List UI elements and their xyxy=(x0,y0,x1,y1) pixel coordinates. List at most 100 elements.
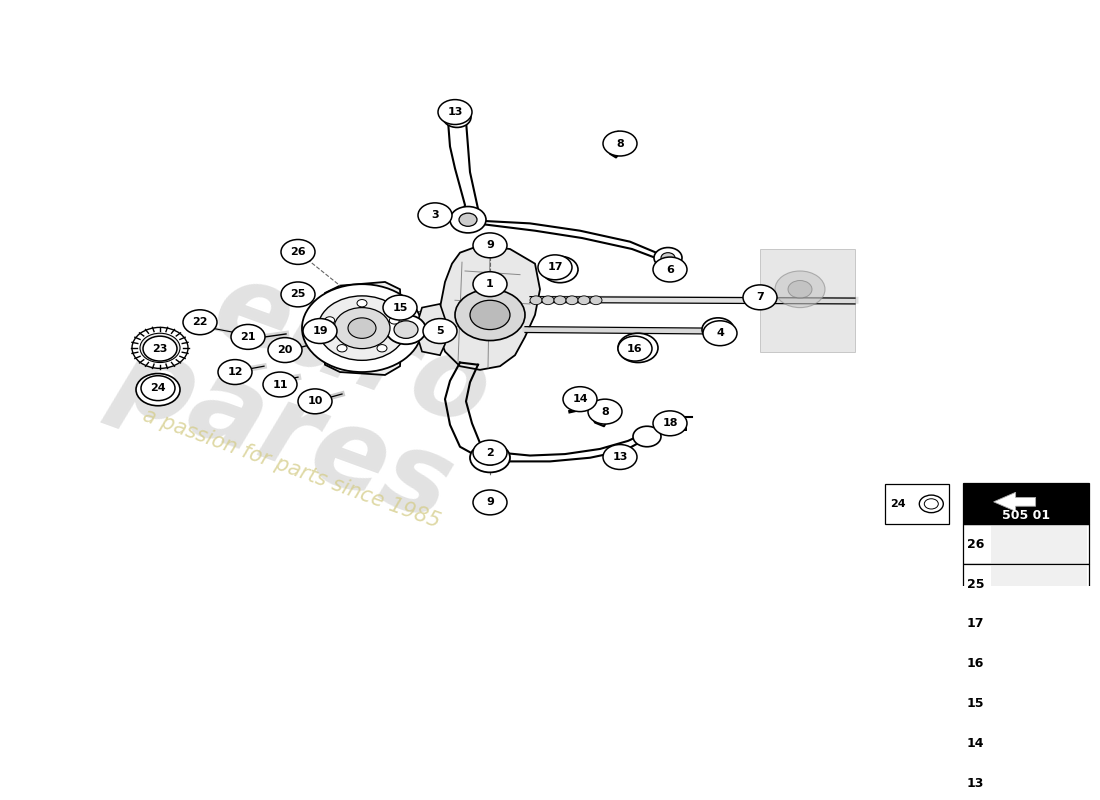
Bar xyxy=(962,684,1089,723)
Circle shape xyxy=(394,321,418,338)
Circle shape xyxy=(480,450,501,465)
Circle shape xyxy=(920,495,944,513)
Circle shape xyxy=(386,315,426,344)
Text: 17: 17 xyxy=(967,618,984,630)
Text: 15: 15 xyxy=(967,697,984,710)
Polygon shape xyxy=(322,282,401,375)
Circle shape xyxy=(337,345,346,352)
Polygon shape xyxy=(438,246,540,370)
Bar xyxy=(886,484,949,523)
Circle shape xyxy=(358,299,367,307)
Circle shape xyxy=(334,308,390,349)
Circle shape xyxy=(632,426,661,446)
Circle shape xyxy=(477,494,503,514)
Circle shape xyxy=(477,234,503,254)
Circle shape xyxy=(618,336,652,361)
Circle shape xyxy=(438,100,472,125)
Text: 6: 6 xyxy=(667,265,674,274)
Bar xyxy=(962,524,1089,564)
Circle shape xyxy=(268,338,302,362)
Text: a passion for parts since 1985: a passion for parts since 1985 xyxy=(140,406,443,532)
Text: 3: 3 xyxy=(431,210,439,220)
Circle shape xyxy=(132,327,188,368)
Circle shape xyxy=(626,339,650,357)
Circle shape xyxy=(324,317,334,324)
Text: 21: 21 xyxy=(240,332,255,342)
Text: 14: 14 xyxy=(572,394,587,404)
Text: 2: 2 xyxy=(486,448,494,458)
Circle shape xyxy=(140,334,180,362)
Circle shape xyxy=(563,386,597,412)
Text: 12: 12 xyxy=(228,367,243,377)
Bar xyxy=(962,483,1089,524)
Text: 24: 24 xyxy=(151,383,166,393)
Text: 16: 16 xyxy=(627,344,642,354)
Circle shape xyxy=(302,318,337,343)
Polygon shape xyxy=(993,492,1035,511)
Circle shape xyxy=(603,131,637,156)
Text: 18: 18 xyxy=(662,418,678,428)
Bar xyxy=(962,763,1089,800)
Circle shape xyxy=(231,325,265,350)
Circle shape xyxy=(554,296,566,305)
Circle shape xyxy=(348,318,376,338)
Circle shape xyxy=(424,318,456,343)
Circle shape xyxy=(654,247,682,268)
Circle shape xyxy=(776,271,825,308)
Text: euro: euro xyxy=(200,253,505,450)
Bar xyxy=(990,606,1087,642)
Circle shape xyxy=(136,374,180,406)
Text: 16: 16 xyxy=(967,658,984,670)
Bar xyxy=(962,564,1089,604)
Circle shape xyxy=(703,321,737,346)
Circle shape xyxy=(473,490,507,515)
Circle shape xyxy=(484,239,496,248)
Circle shape xyxy=(702,318,734,342)
Bar xyxy=(990,725,1087,762)
Circle shape xyxy=(742,285,777,310)
Text: 9: 9 xyxy=(486,498,494,507)
Text: 15: 15 xyxy=(393,302,408,313)
Circle shape xyxy=(653,411,688,436)
Bar xyxy=(962,604,1089,644)
Circle shape xyxy=(603,445,637,470)
Circle shape xyxy=(143,336,177,361)
Circle shape xyxy=(389,317,399,324)
Circle shape xyxy=(653,257,688,282)
Circle shape xyxy=(459,213,477,226)
Bar xyxy=(990,646,1087,682)
Text: 20: 20 xyxy=(277,345,293,355)
Circle shape xyxy=(538,255,572,280)
Circle shape xyxy=(473,440,507,465)
Text: 22: 22 xyxy=(192,318,208,327)
Text: 8: 8 xyxy=(616,138,624,149)
Circle shape xyxy=(377,345,387,352)
Circle shape xyxy=(530,296,542,305)
Text: 8: 8 xyxy=(601,406,609,417)
Circle shape xyxy=(473,272,507,297)
Text: 13: 13 xyxy=(448,107,463,117)
Circle shape xyxy=(455,290,525,341)
Circle shape xyxy=(470,443,510,472)
Text: 7: 7 xyxy=(756,292,763,302)
Text: 9: 9 xyxy=(486,240,494,250)
Circle shape xyxy=(788,281,812,298)
Text: 17: 17 xyxy=(548,262,563,272)
Circle shape xyxy=(298,389,332,414)
Circle shape xyxy=(542,296,554,305)
Text: 19: 19 xyxy=(312,326,328,336)
Circle shape xyxy=(302,284,422,372)
Text: 25: 25 xyxy=(967,578,984,590)
Text: 5: 5 xyxy=(437,326,443,336)
Circle shape xyxy=(144,379,172,400)
Circle shape xyxy=(473,233,507,258)
Text: 13: 13 xyxy=(967,777,984,790)
Circle shape xyxy=(280,239,315,264)
Text: 10: 10 xyxy=(307,396,322,406)
Bar xyxy=(990,686,1087,722)
Polygon shape xyxy=(760,249,855,351)
Polygon shape xyxy=(418,304,446,355)
Text: 25: 25 xyxy=(290,290,306,299)
Circle shape xyxy=(566,296,578,305)
Circle shape xyxy=(590,296,602,305)
